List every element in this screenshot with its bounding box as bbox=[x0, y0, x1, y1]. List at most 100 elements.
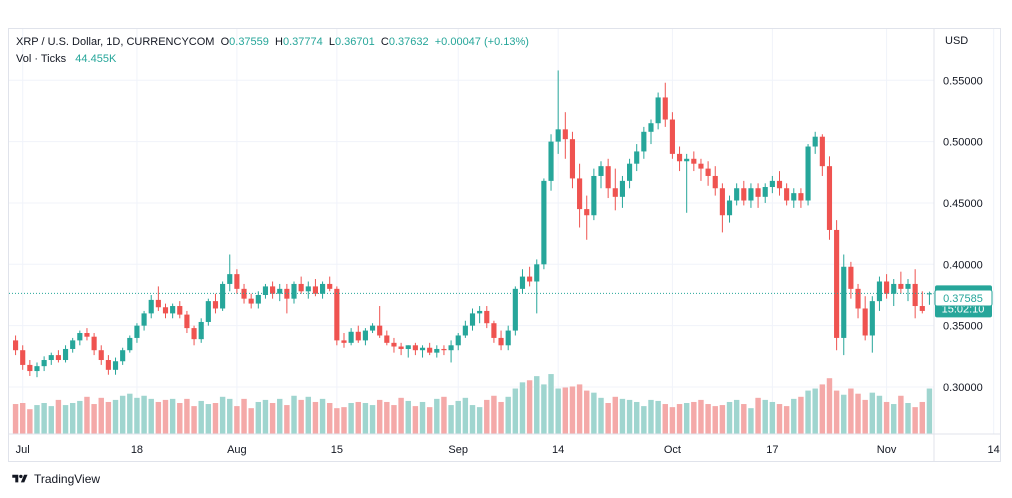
candle-body bbox=[648, 123, 654, 132]
volume-bar bbox=[826, 378, 833, 434]
candle-body bbox=[848, 266, 854, 289]
volume-bar bbox=[534, 376, 540, 434]
x-tick-label: Sep bbox=[448, 444, 468, 456]
volume-bars bbox=[12, 374, 933, 434]
volume-bar bbox=[705, 404, 711, 434]
volume-bar bbox=[326, 403, 333, 434]
volume-bar bbox=[741, 404, 747, 434]
volume-bar bbox=[812, 388, 818, 434]
volume-bar bbox=[512, 388, 519, 434]
candle-body bbox=[341, 340, 347, 343]
volume-bar bbox=[419, 401, 426, 434]
volume-bar bbox=[733, 399, 740, 434]
candle-body bbox=[655, 97, 661, 124]
volume-bar bbox=[348, 403, 354, 434]
low-value: 0.36701 bbox=[335, 36, 375, 48]
volume-bar bbox=[655, 400, 661, 434]
volume-bar bbox=[298, 399, 304, 434]
volume-bar bbox=[227, 398, 233, 434]
volume-bar bbox=[62, 405, 69, 434]
volume-bar bbox=[898, 395, 904, 434]
volume-bar bbox=[862, 399, 868, 434]
volume-bar bbox=[162, 399, 169, 434]
candle-body bbox=[641, 131, 647, 152]
candle-body bbox=[762, 187, 768, 197]
volume-bar bbox=[119, 395, 126, 434]
prev-price-badge bbox=[934, 289, 993, 307]
volume-bar bbox=[48, 406, 54, 434]
candle-body bbox=[177, 306, 183, 315]
volume-bar bbox=[248, 408, 254, 434]
volume-bar bbox=[212, 403, 219, 434]
volume-bar bbox=[19, 403, 26, 434]
volume-bar bbox=[105, 401, 112, 434]
candle-body bbox=[134, 325, 140, 338]
volume-bar bbox=[55, 399, 62, 434]
candle-body bbox=[798, 193, 804, 201]
volume-bar bbox=[833, 390, 840, 434]
volume-bar bbox=[541, 384, 547, 434]
volume-bar bbox=[805, 390, 811, 434]
candle-body bbox=[120, 350, 126, 362]
volume-bar bbox=[712, 406, 718, 434]
candle-body bbox=[819, 136, 825, 167]
volume-bar bbox=[134, 397, 140, 434]
x-tick-label: Nov bbox=[877, 444, 897, 456]
volume-bar bbox=[69, 403, 76, 434]
volume-bar bbox=[769, 401, 776, 434]
candle-body bbox=[462, 325, 468, 336]
volume-label[interactable]: Vol · Ticks bbox=[16, 53, 67, 65]
volume-bar bbox=[369, 405, 376, 434]
tradingview-branding[interactable]: TradingView bbox=[10, 472, 100, 486]
y-tick-label: 0.35000 bbox=[943, 321, 983, 333]
candle-body bbox=[34, 366, 40, 372]
candle-body bbox=[70, 340, 76, 349]
candle-body bbox=[105, 360, 111, 370]
candle-body bbox=[805, 146, 811, 201]
volume-bar bbox=[155, 401, 162, 434]
x-tick-label: Aug bbox=[227, 444, 247, 456]
candle-body bbox=[434, 348, 440, 353]
candle-body bbox=[362, 330, 368, 341]
volume-bar bbox=[376, 399, 383, 434]
volume-bar bbox=[555, 388, 561, 434]
candle-body bbox=[491, 323, 497, 338]
candle-body bbox=[812, 136, 818, 147]
candle-body bbox=[884, 281, 890, 294]
candle-body bbox=[77, 333, 83, 341]
volume-bar bbox=[791, 398, 797, 434]
candle-body bbox=[127, 337, 133, 351]
volume-bar bbox=[748, 408, 754, 434]
axes: 0.30000 0.35000 0.40000 0.45000 0.50000 0.550… bbox=[9, 29, 1000, 462]
volume-bar bbox=[691, 401, 697, 434]
volume-bar bbox=[234, 406, 240, 434]
candle-body bbox=[605, 166, 611, 189]
candle-body bbox=[562, 129, 568, 140]
volume-bar bbox=[312, 401, 319, 434]
volume-bar bbox=[112, 399, 119, 434]
candle-body bbox=[234, 274, 240, 289]
volume-bar bbox=[584, 390, 590, 434]
candle-body bbox=[584, 209, 590, 216]
candle-body bbox=[512, 288, 518, 331]
symbol-label[interactable]: XRP / U.S. Dollar, 1D, CURRENCYCOM bbox=[16, 36, 215, 48]
volume-bar bbox=[519, 382, 526, 434]
volume-bar bbox=[669, 407, 676, 434]
candle-body bbox=[555, 129, 561, 142]
volume-bar bbox=[398, 397, 404, 434]
change-value: +0.00047 (+0.13%) bbox=[434, 36, 529, 48]
candle-body bbox=[755, 188, 761, 197]
candle-body bbox=[377, 325, 383, 336]
volume-bar bbox=[569, 386, 576, 434]
volume-bar bbox=[12, 404, 19, 434]
candle-body bbox=[469, 313, 476, 326]
candle-body bbox=[141, 313, 147, 326]
volume-bar bbox=[84, 396, 90, 434]
low-label: L bbox=[328, 36, 335, 48]
volume-bar bbox=[305, 396, 312, 434]
candle-body bbox=[712, 175, 718, 189]
volume-bar bbox=[341, 407, 347, 434]
volume-bar bbox=[98, 397, 104, 434]
volume-bar bbox=[798, 396, 804, 434]
